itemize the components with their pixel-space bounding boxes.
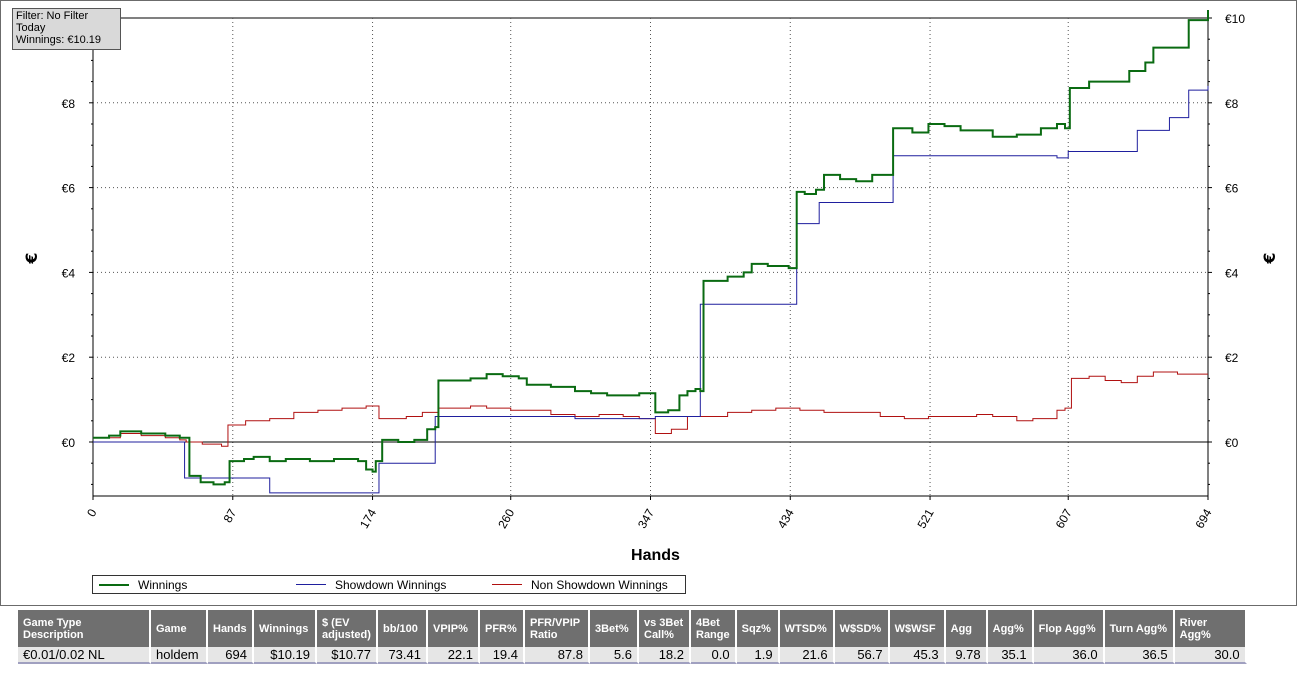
cell-game: holdem xyxy=(151,647,208,664)
cell-wtsd: 21.6 xyxy=(779,647,835,664)
header-ev-adjusted[interactable]: $ (EV adjusted) xyxy=(317,610,378,647)
x-tick-label: 521 xyxy=(915,506,937,531)
cell-wwsf: 45.3 xyxy=(889,647,946,664)
header-flop-agg[interactable]: Flop Agg% xyxy=(1033,610,1105,647)
legend-item-showdown: Showdown Winnings xyxy=(296,577,446,593)
header-wtsd[interactable]: WTSD% xyxy=(779,610,835,647)
x-tick-label: 347 xyxy=(635,506,657,531)
cell-agg: 9.78 xyxy=(945,647,988,664)
cell-flop-agg: 36.0 xyxy=(1033,647,1105,664)
header-wsd[interactable]: W$SD% xyxy=(834,610,890,647)
header-pfr-vpip-ratio[interactable]: PFR/VPIP Ratio xyxy=(525,610,590,647)
header-game[interactable]: Game xyxy=(151,610,208,647)
cell-sqz: 1.9 xyxy=(736,647,780,664)
header-winnings[interactable]: Winnings xyxy=(254,610,317,647)
x-tick-label: 174 xyxy=(357,506,379,531)
y-axis-title-right: € xyxy=(1260,252,1279,264)
cell-winnings: $10.19 xyxy=(254,647,317,664)
header-hands[interactable]: Hands xyxy=(208,610,254,647)
header-wwsf[interactable]: W$WSF xyxy=(889,610,946,647)
filter-label: Filter: No Filter xyxy=(16,10,89,22)
winnings-summary: Winnings: €10.19 xyxy=(16,34,101,46)
y-axis-title-left: € xyxy=(22,252,41,264)
cell-game-type-description: €0.01/0.02 NL xyxy=(18,647,151,664)
header-game-type-description[interactable]: Game Type Description xyxy=(18,610,151,647)
stats-table: Game Type Description Game Hands Winning… xyxy=(18,610,1247,664)
x-tick-label: 607 xyxy=(1053,506,1075,531)
header-pfr[interactable]: PFR% xyxy=(480,610,525,647)
header-agg[interactable]: Agg xyxy=(945,610,988,647)
x-tick-label: 87 xyxy=(221,506,240,525)
legend-swatch-showdown xyxy=(296,584,326,586)
chart-panel: 0 87 174 260 347 434 521 607 694 €0 €0 €2 €2 €4 €4 €6 €6… xyxy=(0,0,1297,606)
x-tick-label: 694 xyxy=(1192,506,1214,531)
legend-label-winnings: Winnings xyxy=(138,578,188,592)
y-tick-label-right: €6 xyxy=(1225,182,1239,196)
y-tick-label-left: €2 xyxy=(62,351,76,365)
x-tick-label: 260 xyxy=(495,506,517,531)
cell-4bet-range: 0.0 xyxy=(691,647,737,664)
header-agg-pct[interactable]: Agg% xyxy=(987,610,1034,647)
y-tick-label-right: €4 xyxy=(1225,266,1239,280)
y-tick-label-right: €10 xyxy=(1225,12,1245,26)
cell-vpip: 22.1 xyxy=(428,647,480,664)
cell-3bet: 5.6 xyxy=(590,647,639,664)
y-tick-label-left: €6 xyxy=(62,182,76,196)
legend-item-non-showdown: Non Showdown Winnings xyxy=(492,577,668,593)
header-3bet[interactable]: 3Bet% xyxy=(590,610,639,647)
legend-swatch-non-showdown xyxy=(492,584,522,586)
y-tick-label-left: €0 xyxy=(62,436,76,450)
header-vs-3bet-call[interactable]: vs 3Bet Call% xyxy=(639,610,691,647)
header-turn-agg[interactable]: Turn Agg% xyxy=(1104,610,1175,647)
series-line-winnings xyxy=(93,9,1209,486)
legend-label-showdown: Showdown Winnings xyxy=(335,578,447,592)
y-tick-label-left: €8 xyxy=(62,97,76,111)
y-tick-label-right: €2 xyxy=(1225,351,1239,365)
header-sqz[interactable]: Sqz% xyxy=(736,610,780,647)
cell-turn-agg: 36.5 xyxy=(1104,647,1175,664)
header-river-agg[interactable]: River Agg% xyxy=(1174,610,1247,647)
cell-wsd: 56.7 xyxy=(834,647,890,664)
filter-info-box: Filter: No Filter Today Winnings: €10.19 xyxy=(12,8,121,50)
y-tick-label-right: €0 xyxy=(1225,436,1239,450)
header-4bet-range[interactable]: 4Bet Range xyxy=(691,610,737,647)
stats-header-row: Game Type Description Game Hands Winning… xyxy=(18,610,1247,647)
cell-ev-adjusted: $10.77 xyxy=(317,647,378,664)
x-axis-title: Hands xyxy=(631,547,680,564)
header-vpip[interactable]: VPIP% xyxy=(428,610,480,647)
plot-frame xyxy=(92,17,1209,497)
y-tick-label-left: €4 xyxy=(62,266,76,280)
legend-label-non-showdown: Non Showdown Winnings xyxy=(531,578,668,592)
x-tick-label: 0 xyxy=(84,506,100,519)
cell-pfr-vpip-ratio: 87.8 xyxy=(525,647,590,664)
header-bb-100[interactable]: bb/100 xyxy=(378,610,428,647)
stats-data-row[interactable]: €0.01/0.02 NL holdem 694 $10.19 $10.77 7… xyxy=(18,647,1247,664)
cell-river-agg: 30.0 xyxy=(1174,647,1247,664)
y-tick-label-right: €8 xyxy=(1225,97,1239,111)
cell-bb-100: 73.41 xyxy=(378,647,428,664)
legend-swatch-winnings xyxy=(99,583,129,586)
cell-agg-pct: 35.1 xyxy=(987,647,1034,664)
cell-hands: 694 xyxy=(208,647,254,664)
date-range-label: Today xyxy=(16,22,46,34)
legend-item-winnings: Winnings xyxy=(99,577,187,593)
series-line-showdown xyxy=(93,85,1209,494)
cell-vs-3bet-call: 18.2 xyxy=(639,647,691,664)
x-tick-label: 434 xyxy=(775,506,797,531)
chart-legend: Winnings Showdown Winnings Non Showdown … xyxy=(92,575,686,594)
series-line-non-showdown xyxy=(93,371,1208,447)
winnings-chart: 0 87 174 260 347 434 521 607 694 €0 €0 €2 €2 €4 €4 €6 €6… xyxy=(22,9,1279,564)
cell-pfr: 19.4 xyxy=(480,647,525,664)
